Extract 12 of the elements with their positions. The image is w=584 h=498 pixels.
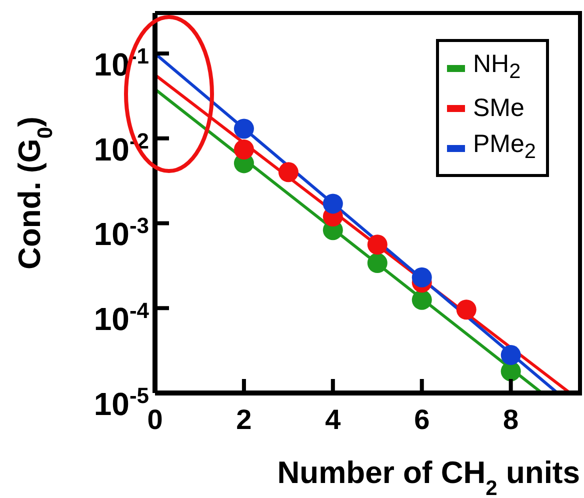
y-tick-label: 10$^{-5}$ — [94, 382, 149, 422]
x-tick-label: 2 — [236, 404, 252, 435]
y-tick-label: 10$^{-4}$ — [94, 298, 150, 338]
legend-label: PMe$_{2}$ — [473, 129, 536, 165]
x-tick-label: 0 — [147, 404, 163, 435]
x-tick-label: 8 — [503, 404, 519, 435]
legend-label: NH$_{2}$ — [473, 49, 521, 85]
legend-label: SMe — [473, 93, 524, 124]
x-tick-label: 6 — [414, 404, 430, 435]
y-tick-label: 10$^{-3}$ — [94, 212, 149, 252]
x-tick-label: 4 — [325, 404, 342, 435]
x-axis-title: Number of CH$_{2}$ units — [277, 455, 580, 498]
